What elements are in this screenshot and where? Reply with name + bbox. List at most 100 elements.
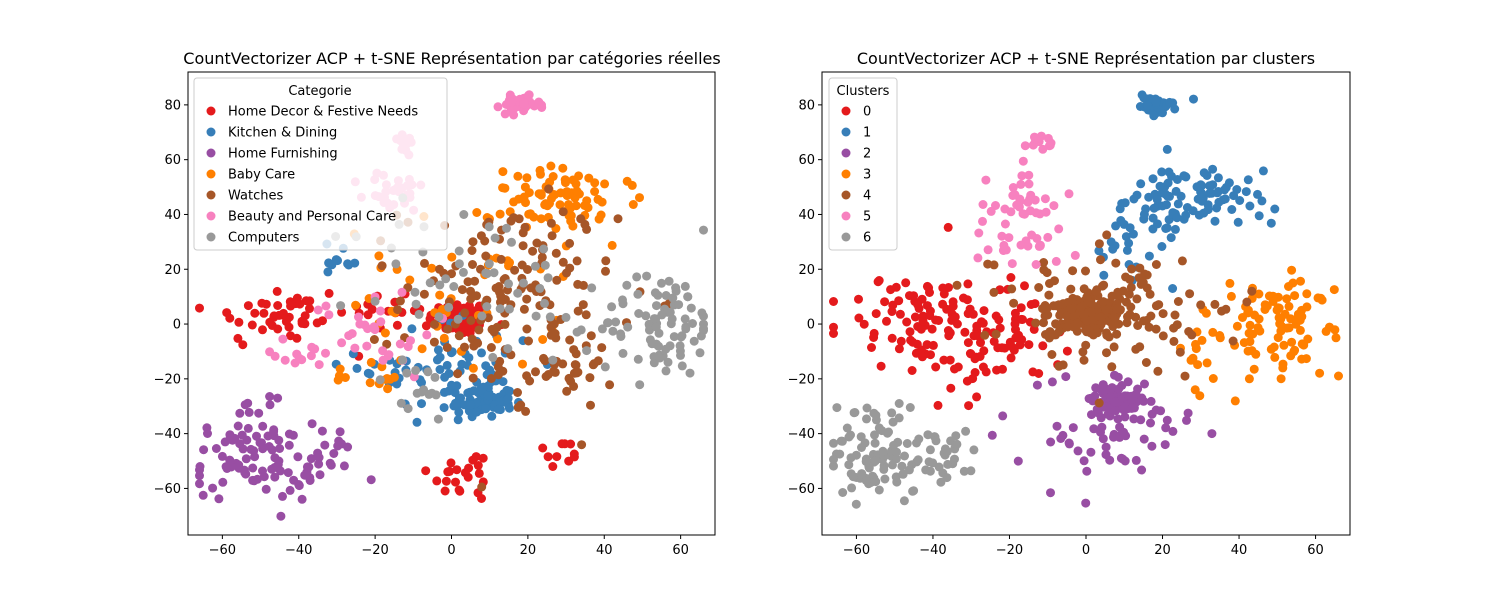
- scatter-point: [1026, 300, 1036, 309]
- scatter-point: [680, 314, 690, 324]
- scatter-point: [493, 404, 503, 414]
- scatter-point: [441, 274, 451, 284]
- scatter-point: [1031, 208, 1041, 218]
- scatter-point: [1136, 415, 1146, 425]
- x-tick-label: 60: [1307, 543, 1324, 558]
- x-tick-label: −60: [209, 543, 236, 558]
- scatter-point: [898, 469, 908, 479]
- scatter-point: [350, 343, 360, 353]
- scatter-point: [1253, 323, 1263, 333]
- scatter-point: [869, 328, 879, 338]
- scatter-point: [1073, 446, 1083, 456]
- scatter-point: [871, 456, 880, 466]
- scatter-point: [555, 200, 565, 210]
- scatter-point: [1086, 298, 1096, 308]
- scatter-point: [832, 403, 842, 413]
- scatter-point: [259, 472, 269, 482]
- scatter-point: [447, 252, 457, 262]
- scatter-point: [478, 453, 488, 463]
- scatter-point: [582, 346, 592, 356]
- scatter-point: [300, 470, 310, 480]
- y-tick-label: −60: [788, 482, 815, 497]
- scatter-point: [1124, 289, 1134, 299]
- x-tick-label: 20: [520, 543, 537, 558]
- scatter-point: [546, 218, 556, 228]
- scatter-point: [1239, 338, 1249, 348]
- scatter-point: [573, 367, 583, 377]
- scatter-point: [195, 303, 204, 313]
- scatter-point: [225, 455, 235, 465]
- scatter-point: [849, 408, 859, 418]
- scatter-point: [463, 277, 473, 287]
- scatter-point: [440, 372, 450, 382]
- scatter-point: [925, 445, 935, 455]
- scatter-point: [871, 309, 881, 319]
- scatter-point: [558, 207, 568, 217]
- scatter-point: [654, 341, 664, 351]
- scatter-point: [472, 407, 482, 417]
- scatter-point: [887, 307, 897, 316]
- scatter-point: [276, 511, 286, 521]
- scatter-point: [900, 451, 909, 461]
- legend-label: 0: [863, 105, 871, 120]
- scatter-point: [973, 253, 983, 263]
- scatter-point: [925, 466, 935, 476]
- scatter-point: [320, 440, 330, 450]
- legend-items: 0 1 2 3 4 5 6: [841, 105, 871, 246]
- scatter-point: [979, 346, 989, 356]
- scatter-point: [1173, 297, 1183, 306]
- scatter-point: [482, 302, 492, 312]
- scatter-point: [1250, 310, 1259, 320]
- scatter-point: [633, 354, 643, 364]
- scatter-point: [978, 200, 988, 209]
- scatter-point: [203, 429, 212, 438]
- scatter-point: [601, 256, 611, 266]
- scatter-point: [477, 482, 487, 492]
- scatter-point: [584, 173, 594, 183]
- scatter-point: [435, 280, 445, 290]
- scatter-point: [931, 362, 941, 372]
- scatter-point: [572, 186, 582, 196]
- scatter-point: [1254, 211, 1264, 221]
- scatter-point: [986, 206, 996, 216]
- scatter-point: [909, 291, 919, 301]
- scatter-point: [248, 475, 258, 485]
- scatter-point: [836, 436, 846, 446]
- scatter-point: [1079, 284, 1089, 294]
- scatter-point: [439, 333, 449, 343]
- legend-label: 5: [863, 210, 871, 225]
- scatter-point: [565, 204, 575, 213]
- scatter-point: [607, 240, 617, 250]
- scatter-point: [657, 278, 666, 288]
- scatter-point: [258, 325, 267, 335]
- scatter-point: [1134, 273, 1144, 283]
- x-tick-label: 40: [596, 543, 613, 558]
- scatter-point: [1113, 414, 1123, 424]
- scatter-point: [471, 452, 481, 462]
- scatter-point: [535, 283, 545, 293]
- scatter-point: [1079, 456, 1089, 466]
- scatter-point: [541, 199, 551, 209]
- legend: Clusters 0 1 2 3 4 5 6: [828, 77, 898, 251]
- scatter-point: [873, 277, 883, 287]
- scatter-point: [451, 477, 460, 487]
- scatter-point: [1135, 263, 1145, 273]
- scatter-point: [1006, 273, 1016, 282]
- scatter-point: [280, 355, 290, 365]
- scatter-point: [978, 318, 988, 328]
- scatter-point: [435, 365, 445, 374]
- scatter-point: [495, 209, 505, 219]
- scatter-point: [489, 268, 499, 278]
- legend: Categorie Home Decor & Festive Needs Kitc…: [193, 77, 448, 251]
- scatter-point: [871, 415, 881, 425]
- legend-item: 0: [841, 105, 871, 120]
- scatter-point: [1135, 342, 1145, 352]
- scatter-point: [1035, 241, 1045, 251]
- scatter-point: [337, 307, 347, 317]
- chart-real-categories: CountVectorizer ACP + t-SNE Représentati…: [154, 49, 721, 558]
- scatter-point: [1015, 340, 1025, 350]
- scatter-point: [1112, 329, 1122, 339]
- scatter-point: [1244, 374, 1254, 384]
- y-tick-label: 0: [807, 318, 815, 333]
- scatter-point: [1120, 412, 1130, 422]
